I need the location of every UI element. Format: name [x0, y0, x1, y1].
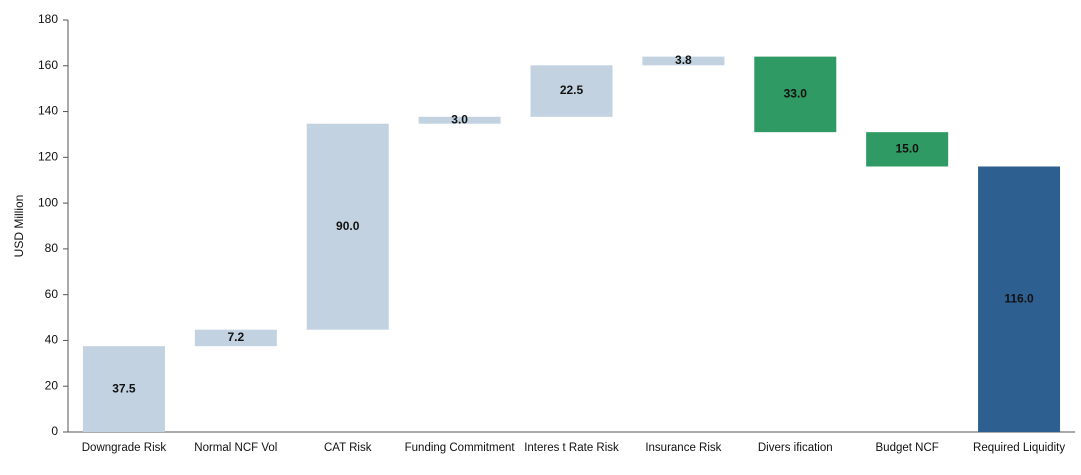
- bar: [866, 132, 949, 167]
- x-tick-label: Downgrade Risk: [81, 442, 167, 454]
- value-label: 90.0: [336, 219, 360, 233]
- y-tick-label: 160: [38, 58, 58, 72]
- y-tick-label: 40: [45, 333, 59, 347]
- y-axis-label: USD Million: [12, 195, 26, 258]
- bar: [642, 56, 725, 66]
- bar: [754, 56, 837, 133]
- value-label: 22.5: [560, 83, 584, 97]
- value-label: 7.2: [227, 330, 244, 344]
- bar: [194, 329, 277, 347]
- value-label: 116.0: [1004, 291, 1034, 305]
- y-tick-label: 140: [38, 104, 58, 118]
- value-label: 33.0: [784, 87, 808, 101]
- bar: [82, 346, 165, 432]
- value-label: 3.8: [675, 53, 692, 67]
- bar: [530, 65, 613, 117]
- x-tick-label: Normal NCF Vol: [194, 442, 278, 454]
- x-tick-label: Funding Commitment: [404, 442, 515, 454]
- y-tick-label: 180: [38, 12, 58, 26]
- bar: [418, 116, 501, 124]
- y-tick-label: 120: [38, 150, 58, 164]
- value-label: 15.0: [895, 141, 919, 155]
- x-tick-label: Interes t Rate Risk: [524, 442, 619, 454]
- x-tick-label: CAT Risk: [323, 442, 372, 454]
- x-tick-label: Budget NCF: [875, 442, 939, 454]
- bar: [978, 166, 1061, 432]
- x-tick-label: Required Liquidity: [973, 442, 1066, 454]
- y-tick-label: 0: [51, 424, 58, 438]
- bar: [306, 123, 389, 330]
- x-tick-label: Divers ification: [757, 442, 833, 454]
- y-tick-label: 100: [38, 195, 58, 209]
- x-tick-label: Insurance Risk: [645, 442, 722, 454]
- value-label: 37.5: [112, 381, 136, 395]
- y-tick-label: 20: [45, 378, 59, 392]
- y-tick-label: 60: [45, 287, 59, 301]
- value-label: 3.0: [451, 112, 468, 126]
- y-tick-label: 80: [45, 241, 59, 255]
